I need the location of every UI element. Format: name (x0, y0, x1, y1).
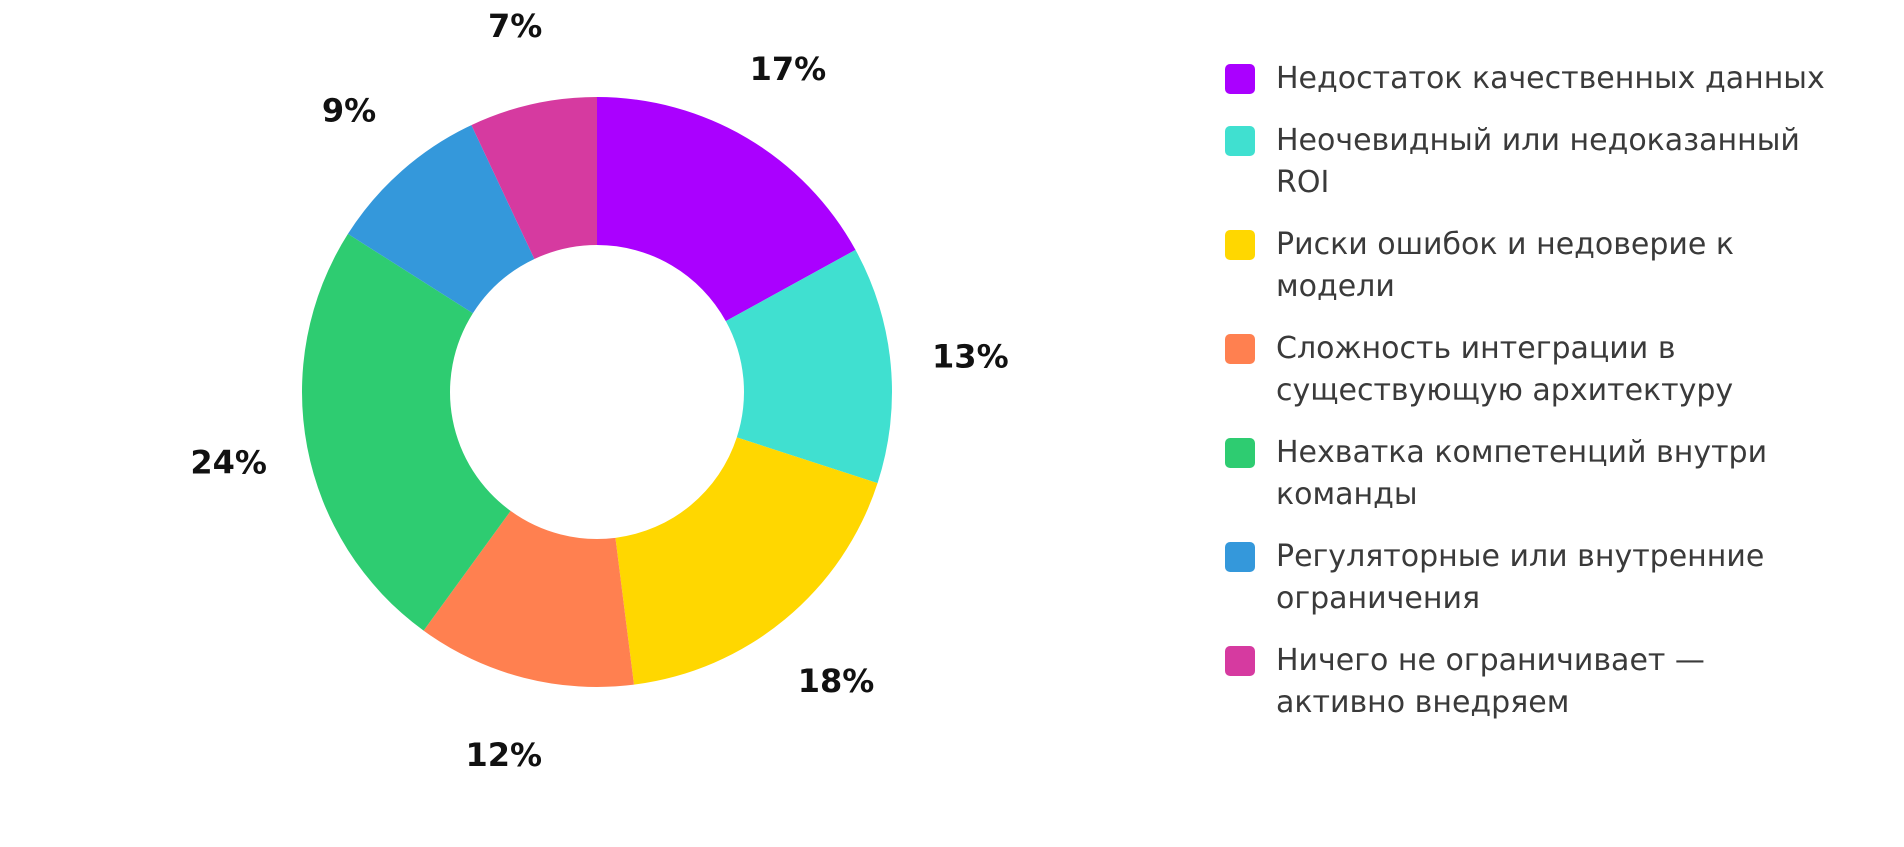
legend-label: Регуляторные или внутренние ограничения (1276, 539, 1765, 616)
legend-label: Риски ошибок и недоверие к модели (1276, 227, 1735, 304)
legend-item: Нехватка компетенций внутри команды (1225, 432, 1865, 516)
slice-percent-label: 18% (798, 662, 875, 700)
slice-percent-label: 17% (750, 50, 827, 88)
slice-percent-label: 12% (465, 736, 542, 774)
donut-chart: 17% 13% 18% 12% 24% 9% 7% (190, 7, 1009, 774)
donut-slice (347, 125, 535, 314)
legend-swatch (1225, 646, 1255, 676)
legend-swatch (1225, 126, 1255, 156)
slice-percent-label: 9% (322, 92, 376, 130)
legend-swatch (1225, 334, 1255, 364)
legend-label: Сложность интеграции в существующую архи… (1276, 331, 1734, 408)
legend-label: Ничего не ограничивает — активно внедряе… (1276, 643, 1705, 720)
legend-item: Неочевидный или недоказанный ROI (1225, 120, 1865, 204)
donut-slice (597, 97, 856, 322)
legend-label: Неочевидный или недоказанный ROI (1276, 123, 1800, 200)
legend-item: Риски ошибок и недоверие к модели (1225, 224, 1865, 308)
donut-slice (301, 233, 511, 631)
donut-chart-svg: 17% 13% 18% 12% 24% 9% 7% (190, 7, 1009, 774)
donut-slice (615, 437, 878, 685)
donut-slice (725, 249, 892, 484)
slice-percent-label: 13% (932, 338, 1009, 376)
donut-slice (423, 510, 634, 687)
legend-item: Ничего не ограничивает — активно внедряе… (1225, 640, 1865, 724)
legend-swatch (1225, 230, 1255, 260)
donut-slice (471, 97, 597, 259)
legend-item: Регуляторные или внутренние ограничения (1225, 536, 1865, 620)
legend-swatch (1225, 64, 1255, 94)
legend-item: Недостаток качественных данных (1225, 58, 1865, 100)
legend-swatch (1225, 542, 1255, 572)
legend-label: Недостаток качественных данных (1276, 61, 1825, 96)
legend-swatch (1225, 438, 1255, 468)
legend-item: Сложность интеграции в существующую архи… (1225, 328, 1865, 412)
slice-percent-label: 24% (190, 443, 267, 481)
legend-label: Нехватка компетенций внутри команды (1276, 435, 1768, 512)
slice-percent-label: 7% (488, 7, 542, 45)
